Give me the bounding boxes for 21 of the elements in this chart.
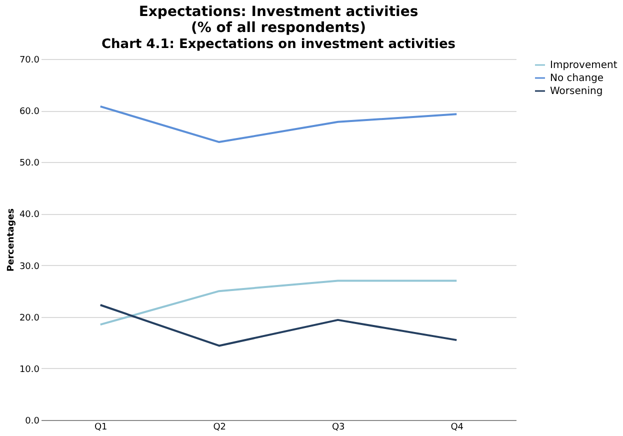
y-tick-label: 50.0	[19, 158, 40, 169]
line-series	[99, 304, 458, 347]
caption: Chart 4.1: Expectations on investment activities	[101, 37, 456, 52]
x-tick-label: Q4	[450, 422, 464, 432]
y-tick-label: 20.0	[19, 313, 40, 324]
x-tick-label: Q1	[94, 422, 108, 432]
y-tick-label: 30.0	[19, 262, 40, 272]
y-tick-label: 40.0	[19, 210, 40, 220]
y-tick-label: 70.0	[19, 56, 40, 66]
line-series	[99, 105, 458, 144]
legend-label: Worsening	[550, 86, 603, 97]
y-axis-title: Percentages	[6, 208, 16, 272]
text: Expectations: Investment activities	[138, 4, 418, 20]
text: (% of all respondents)	[190, 20, 366, 36]
y-tick-label: 0.0	[25, 416, 40, 426]
y-tick-label: 60.0	[19, 107, 40, 118]
legend-label: No change	[550, 73, 604, 84]
legend-label: Improvement	[550, 60, 618, 71]
x-tick-label: Q2	[213, 422, 226, 432]
y-tick-label: 10.0	[19, 364, 40, 375]
x-tick-label: Q3	[332, 422, 345, 432]
